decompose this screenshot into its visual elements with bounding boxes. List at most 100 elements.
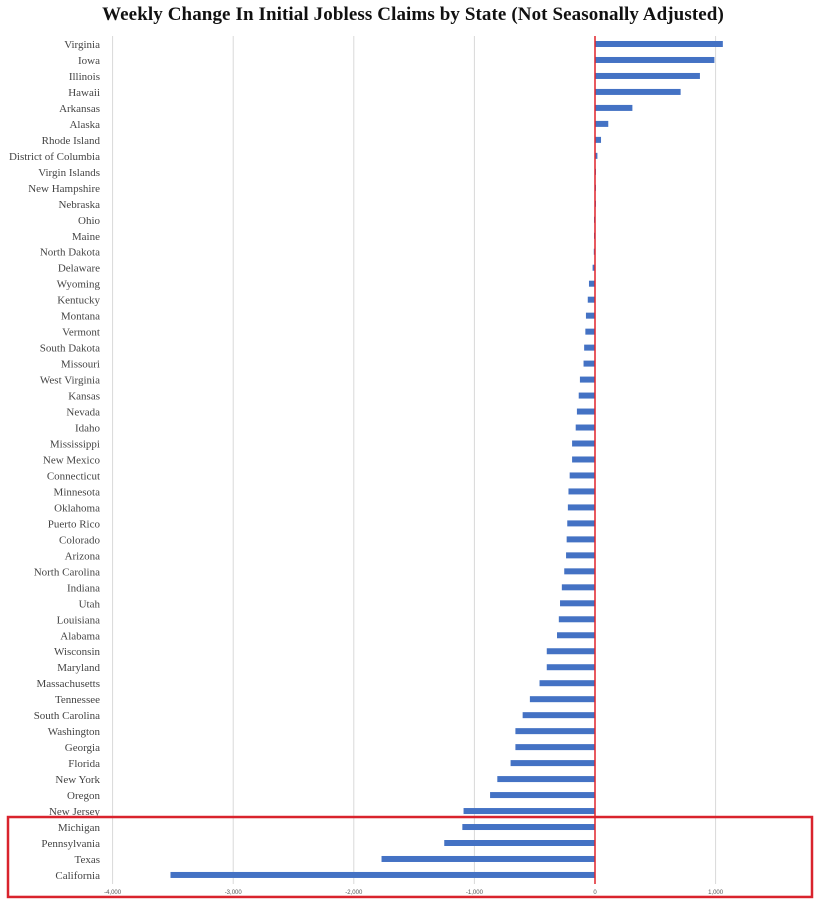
category-label-michigan: Michigan: [58, 822, 101, 834]
bar-pennsylvania: [444, 840, 595, 846]
bar-kentucky: [587, 296, 595, 303]
x-tick-label: 0: [593, 890, 597, 896]
bar-tennessee: [529, 696, 595, 703]
category-label-vermont: Vermont: [62, 327, 100, 339]
gridlines: [112, 36, 717, 884]
bar-michigan: [462, 824, 595, 831]
category-label-north-dakota: North Dakota: [40, 247, 100, 259]
x-tick-label: -1,000: [466, 890, 484, 896]
bar-iowa: [595, 56, 715, 63]
category-label-rhode-island: Rhode Island: [42, 135, 101, 147]
category-label-nebraska: Nebraska: [58, 199, 100, 211]
bar-washington: [515, 728, 595, 735]
bar-alaska: [595, 120, 609, 127]
category-label-louisiana: Louisiana: [57, 614, 100, 626]
category-label-massachusetts: Massachusetts: [36, 678, 100, 690]
category-label-texas: Texas: [75, 854, 101, 866]
category-label-colorado: Colorado: [59, 534, 100, 546]
category-label-virgin-islands: Virgin Islands: [38, 167, 100, 179]
bar-kansas: [578, 392, 595, 399]
category-label-idaho: Idaho: [75, 423, 101, 435]
category-label-connecticut: Connecticut: [47, 470, 100, 482]
bars: [170, 41, 723, 878]
category-label-west-virginia: West Virginia: [40, 375, 100, 387]
bar-arizona: [566, 552, 595, 559]
highlight-rectangle: [6, 815, 814, 899]
bar-california: [170, 871, 595, 878]
category-label-maine: Maine: [72, 231, 100, 243]
bar-utah: [560, 600, 595, 607]
category-label-minnesota: Minnesota: [54, 486, 101, 498]
category-label-nevada: Nevada: [66, 407, 100, 419]
category-label-district-of-columbia: District of Columbia: [9, 151, 100, 163]
x-tick-label: -4,000: [104, 890, 122, 896]
bar-district-of-columbia: [595, 152, 598, 159]
bar-connecticut: [569, 472, 595, 479]
x-tick-label: -3,000: [225, 890, 243, 896]
category-label-california: California: [55, 870, 100, 882]
bar-maryland: [546, 664, 595, 671]
bar-wyoming: [588, 280, 595, 287]
category-label-montana: Montana: [61, 311, 100, 323]
category-label-illinois: Illinois: [69, 71, 100, 83]
bar-new-york: [497, 776, 595, 783]
category-label-alaska: Alaska: [69, 119, 100, 131]
x-tick-labels: -4,000 -3,000 -2,000 -1,000 0 1,000: [104, 890, 724, 896]
bar-north-carolina: [564, 568, 595, 575]
x-tick-label: 1,000: [708, 890, 724, 896]
bar-puerto-rico: [567, 520, 595, 527]
category-label-south-dakota: South Dakota: [40, 343, 100, 355]
bar-delaware: [592, 264, 595, 271]
bar-indiana: [561, 584, 595, 591]
bar-idaho: [575, 424, 595, 431]
category-label-south-carolina: South Carolina: [34, 710, 100, 722]
category-label-puerto-rico: Puerto Rico: [48, 518, 101, 530]
bar-alabama: [557, 632, 595, 639]
bar-nevada: [576, 408, 595, 415]
category-label-wisconsin: Wisconsin: [54, 646, 100, 658]
bar-rhode-island: [595, 136, 602, 143]
bar-texas: [381, 855, 595, 862]
x-tick-label: -2,000: [345, 890, 363, 896]
bar-virginia: [595, 41, 723, 47]
category-label-new-york: New York: [55, 774, 100, 786]
bar-south-dakota: [584, 344, 595, 351]
category-label-iowa: Iowa: [78, 55, 100, 67]
bar-florida: [510, 760, 595, 767]
category-label-maryland: Maryland: [57, 662, 100, 674]
bar-new-jersey: [463, 808, 595, 815]
category-label-virginia: Virginia: [64, 39, 100, 51]
bar-new-mexico: [572, 456, 595, 463]
category-label-oklahoma: Oklahoma: [54, 502, 100, 514]
category-label-arkansas: Arkansas: [59, 103, 100, 115]
category-label-missouri: Missouri: [61, 359, 100, 371]
category-label-tennessee: Tennessee: [55, 694, 100, 706]
highlight-box: [6, 815, 814, 899]
bar-oregon: [490, 792, 595, 799]
category-label-alabama: Alabama: [60, 630, 100, 642]
category-label-new-jersey: New Jersey: [49, 806, 101, 818]
chart-title: Weekly Change In Initial Jobless Claims …: [102, 4, 724, 25]
bar-montana: [585, 312, 595, 319]
category-label-pennsylvania: Pennsylvania: [41, 838, 100, 850]
category-label-hawaii: Hawaii: [68, 87, 100, 99]
category-label-delaware: Delaware: [58, 263, 100, 275]
bar-west-virginia: [579, 376, 595, 383]
bar-louisiana: [558, 616, 595, 623]
bar-massachusetts: [539, 680, 595, 687]
bar-oklahoma: [567, 504, 595, 511]
bar-mississippi: [572, 440, 595, 447]
bar-arkansas: [595, 104, 633, 111]
category-label-new-hampshire: New Hampshire: [28, 183, 100, 195]
category-label-georgia: Georgia: [65, 742, 100, 754]
category-label-kentucky: Kentucky: [57, 295, 100, 307]
bar-hawaii: [595, 88, 681, 95]
category-label-indiana: Indiana: [67, 582, 100, 594]
category-label-arizona: Arizona: [65, 550, 101, 562]
category-label-florida: Florida: [68, 758, 100, 770]
bar-missouri: [583, 360, 595, 367]
bar-georgia: [515, 744, 595, 751]
bar-vermont: [585, 328, 595, 335]
bar-illinois: [595, 72, 700, 79]
